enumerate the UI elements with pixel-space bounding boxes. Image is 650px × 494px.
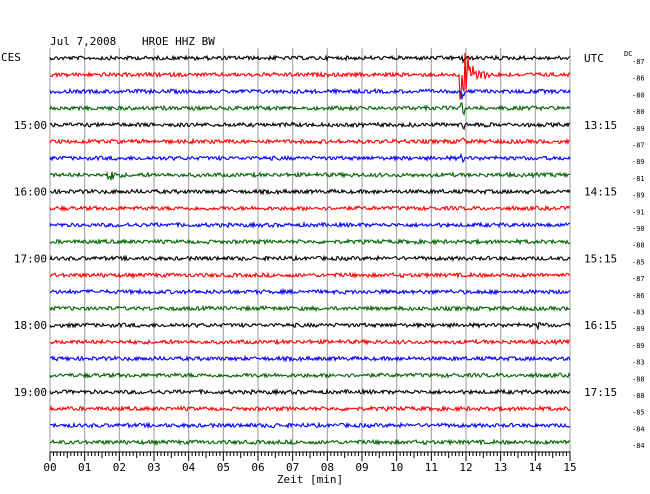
- trace-line-19: [49, 371, 571, 379]
- x-tick-label: 08: [321, 461, 334, 474]
- trace-line-11: [49, 237, 571, 246]
- dc-value-label: -88: [632, 392, 645, 400]
- dc-value-label: -84: [632, 442, 645, 450]
- dc-value-label: -83: [632, 359, 645, 367]
- minute-grid: [49, 48, 571, 452]
- trace-line-23: [49, 438, 571, 447]
- left-time-label: 16:00: [14, 186, 47, 199]
- dc-value-label: -89: [632, 192, 645, 200]
- trace-line-14: [49, 287, 571, 296]
- dc-value-label: -80: [632, 108, 645, 116]
- x-tick-label: 05: [217, 461, 230, 474]
- dc-value-label: -86: [632, 75, 645, 83]
- right-time-label: 15:15: [584, 252, 617, 265]
- x-tick-label: 06: [251, 461, 264, 474]
- left-time-label: 18:00: [14, 319, 47, 332]
- dc-value-label: -83: [632, 309, 645, 317]
- dc-value-label: -85: [632, 409, 645, 417]
- right-time-label: UTC: [584, 52, 604, 65]
- dc-header-label: DC: [624, 50, 632, 58]
- dc-value-label: -87: [632, 142, 645, 150]
- right-time-label: 14:15: [584, 186, 617, 199]
- x-tick-label: 10: [390, 461, 403, 474]
- dc-value-label: -86: [632, 292, 645, 300]
- right-time-label: 16:15: [584, 319, 617, 332]
- dc-value-label: -84: [632, 425, 645, 433]
- trace-line-16: [49, 321, 571, 331]
- dc-value-label: -80: [632, 91, 645, 99]
- right-time-label: 17:15: [584, 386, 617, 399]
- trace-line-21: [49, 404, 571, 413]
- dc-value-label: -89: [632, 125, 645, 133]
- x-tick-label: 13: [494, 461, 507, 474]
- trace-line-8: [49, 187, 571, 196]
- trace-line-6: [49, 152, 571, 164]
- trace-line-4: [49, 121, 571, 131]
- x-tick-label: 00: [43, 461, 56, 474]
- chart-station: HROE HHZ BW: [142, 35, 215, 48]
- trace-line-20: [49, 387, 571, 396]
- local-timezone-label: CES: [1, 51, 21, 64]
- trace-line-17: [49, 337, 571, 346]
- dc-value-label: -88: [632, 242, 645, 250]
- trace-line-9: [49, 204, 571, 212]
- x-axis-label: Zeit [min]: [277, 473, 343, 486]
- trace-line-1: [50, 52, 571, 100]
- right-time-label: 13:15: [584, 119, 617, 132]
- dc-value-label: -89: [632, 158, 645, 166]
- x-tick-label: 11: [425, 461, 438, 474]
- dc-value-label: -85: [632, 258, 645, 266]
- trace-line-18: [50, 354, 571, 363]
- dc-value-label: -87: [632, 275, 645, 283]
- seismic-traces: [49, 52, 571, 447]
- trace-line-5: [49, 137, 571, 146]
- dc-value-label: -81: [632, 175, 645, 183]
- chart-date: Jul 7,2008: [50, 35, 116, 48]
- left-time-label: 15:00: [14, 119, 47, 132]
- trace-line-7: [49, 170, 571, 181]
- trace-line-13: [49, 271, 571, 280]
- x-tick-label: 07: [286, 461, 299, 474]
- dc-value-label: -87: [632, 58, 645, 66]
- left-time-label: 17:00: [14, 252, 47, 265]
- x-tick-label: 14: [529, 461, 543, 474]
- x-tick-label: 03: [147, 461, 160, 474]
- trace-line-10: [49, 220, 571, 229]
- trace-line-12: [49, 254, 571, 263]
- x-tick-label: 09: [355, 461, 368, 474]
- time-axis: 00 01 02 03 04 05 06 07 08 09 10 11 12 13 14 15: [43, 451, 577, 474]
- dc-value-label: -88: [632, 375, 645, 383]
- trace-labels: 15:00 16:00 17:00 18:00 19:00 UTC 13:15 14:15 15…: [14, 52, 645, 450]
- trace-line-0: [49, 54, 571, 65]
- x-tick-label: 04: [182, 461, 196, 474]
- trace-line-15: [49, 304, 571, 313]
- x-tick-label: 02: [113, 461, 126, 474]
- x-tick-label: 15: [563, 461, 576, 474]
- trace-line-3: [49, 102, 571, 116]
- dc-value-label: -90: [632, 225, 645, 233]
- x-tick-label: 12: [459, 461, 472, 474]
- left-time-label: 19:00: [14, 386, 47, 399]
- dc-value-label: -91: [632, 208, 645, 216]
- x-tick-label: 01: [78, 461, 91, 474]
- trace-line-22: [49, 421, 571, 430]
- dc-value-label: -89: [632, 325, 645, 333]
- trace-line-2: [49, 87, 571, 100]
- dc-value-label: -89: [632, 342, 645, 350]
